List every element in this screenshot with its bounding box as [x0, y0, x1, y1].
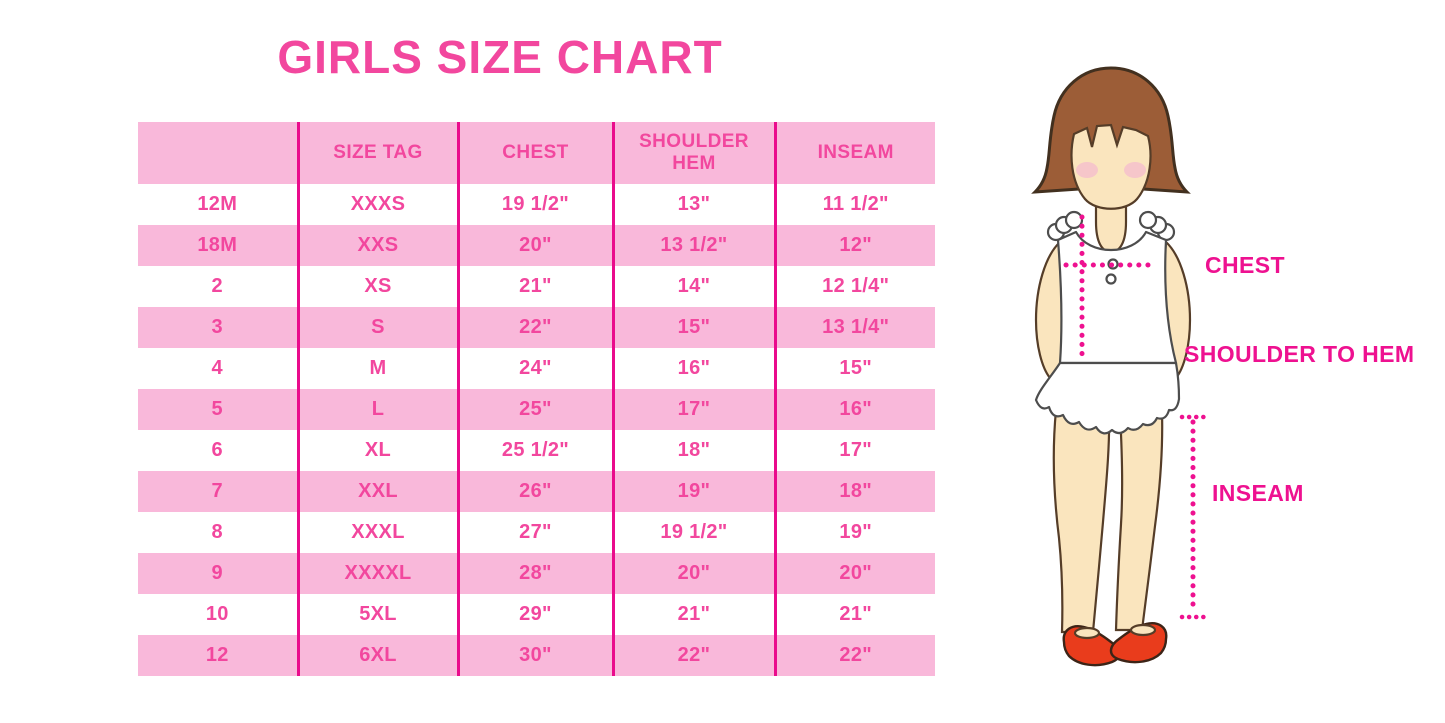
table-cell: 24" — [456, 348, 613, 389]
table-cell: 17" — [611, 389, 775, 430]
table-cell: XS — [296, 266, 458, 307]
table-cell: L — [296, 389, 458, 430]
table-cell: 19" — [773, 512, 935, 553]
table-cell: 22" — [456, 307, 613, 348]
table-cell: 22" — [773, 635, 935, 676]
table-cell: 14" — [611, 266, 775, 307]
table-row: 9 XXXXL 28" 20" 20" — [138, 553, 935, 594]
shirt — [1056, 230, 1178, 365]
table-cell: 26" — [456, 471, 613, 512]
table-cell: 5XL — [296, 594, 458, 635]
column-header: SHOULDER HEM — [611, 122, 775, 184]
table-cell: 12 1/4" — [773, 266, 935, 307]
table-row: 12M XXXS 19 1/2" 13" 11 1/2" — [138, 184, 935, 225]
page-title: GIRLS SIZE CHART — [277, 31, 723, 83]
table-cell: 20" — [456, 225, 613, 266]
inseam-label: INSEAM — [1212, 480, 1304, 506]
table-row: 3 S 22" 15" 13 1/4" — [138, 307, 935, 348]
column-header: SIZE TAG — [296, 122, 458, 184]
table-cell: 12 — [138, 635, 298, 676]
table-cell: 6 — [211, 439, 223, 461]
table-cell: 6XL — [296, 635, 458, 676]
table-cell: 7 — [138, 471, 298, 512]
table-cell: 25 1/2" — [456, 430, 613, 471]
table-cell: XXXS — [296, 184, 458, 225]
table-cell: 5 — [138, 389, 298, 430]
table-cell: 22" — [611, 635, 775, 676]
measurement-figure: CHEST SHOULDER TO HEM INSEAM — [990, 50, 1445, 723]
table-cell: XXXL — [296, 512, 458, 553]
table-cell: 9 — [138, 553, 298, 594]
table-cell: 3 — [138, 307, 298, 348]
table-cell: 21" — [456, 266, 613, 307]
table-row: 6 XL 25 1/2" 18" 17" — [138, 430, 935, 471]
table-cell: 4 — [211, 357, 223, 379]
table-cell: 13 1/2" — [611, 225, 775, 266]
right-leg — [1114, 410, 1164, 632]
table-cell: 11 1/2" — [773, 184, 935, 225]
skirt — [1034, 361, 1181, 435]
table-cell: 13 1/4" — [773, 307, 935, 348]
girl-illustration — [1031, 66, 1207, 667]
table-cell: 28" — [456, 553, 613, 594]
right-cheek-blush — [1124, 162, 1146, 178]
table-row: 5 L 25" 17" 16" — [138, 389, 935, 430]
table-cell: XL — [296, 430, 458, 471]
table-cell: 20" — [773, 553, 935, 594]
column-header: INSEAM — [773, 122, 935, 184]
face — [1070, 123, 1152, 210]
table-cell: 19" — [611, 471, 775, 512]
table-cell: XXS — [296, 225, 458, 266]
table-cell: 18" — [773, 471, 935, 512]
table-cell: 15" — [773, 348, 935, 389]
table-row: 2 XS 21" 14" 12 1/4" — [138, 266, 935, 307]
left-shoe-opening — [1073, 626, 1101, 640]
table-cell: 10 — [205, 603, 229, 625]
table-cell: 18M — [138, 225, 298, 266]
table-cell: 16" — [611, 348, 775, 389]
table-row: 10 5XL 29" 21" 21" — [138, 594, 935, 635]
table-row: 4 M 24" 16" 15" — [138, 348, 935, 389]
size-chart-table: SIZE TAG CHEST SHOULDER HEM INSEAM 12M XXXS 1… — [138, 122, 935, 676]
table-cell: 15" — [611, 307, 775, 348]
left-leg — [1052, 408, 1111, 634]
table-row: 7 XXL 26" 19" 18" — [138, 471, 935, 512]
table-cell: 25" — [456, 389, 613, 430]
shoulder-to-hem-label: SHOULDER TO HEM — [1184, 341, 1415, 367]
table-cell: XXXXL — [296, 553, 458, 594]
table-cell: 18" — [611, 430, 775, 471]
table-row: 8 XXXL 27" 19 1/2" 19" — [138, 512, 935, 553]
table-cell: 21" — [773, 594, 935, 635]
button-bottom — [1105, 273, 1117, 285]
table-cell: 19 1/2" — [611, 512, 775, 553]
table-cell: S — [296, 307, 458, 348]
table-row: 12 6XL 30" 22" 22" — [138, 635, 935, 676]
table-cell: 12" — [773, 225, 935, 266]
table-cell: 13" — [611, 184, 775, 225]
table-cell: 29" — [456, 594, 613, 635]
chest-label: CHEST — [1205, 252, 1285, 278]
column-header: CHEST — [456, 122, 613, 184]
table-cell: 2 — [211, 275, 223, 297]
table-cell: 20" — [611, 553, 775, 594]
shoulder-ruffles — [1046, 210, 1176, 242]
table-cell: 8 — [211, 521, 223, 543]
table-body: 12M XXXS 19 1/2" 13" 11 1/2" 18M XXS 20" 13 1/2"… — [138, 184, 935, 676]
table-cell: M — [296, 348, 458, 389]
table-cell: 16" — [773, 389, 935, 430]
left-cheek-blush — [1076, 162, 1098, 178]
table-row: 18M XXS 20" 13 1/2" 12" — [138, 225, 935, 266]
table-cell: 12M — [197, 193, 238, 215]
table-cell: 19 1/2" — [456, 184, 613, 225]
table-cell: 27" — [456, 512, 613, 553]
column-header — [138, 122, 298, 184]
table-header-row: SIZE TAG CHEST SHOULDER HEM INSEAM — [138, 122, 935, 184]
table-cell: 30" — [456, 635, 613, 676]
table-cell: 21" — [611, 594, 775, 635]
right-shoe-opening — [1129, 623, 1157, 637]
table-cell: XXL — [296, 471, 458, 512]
table-cell: 17" — [773, 430, 935, 471]
